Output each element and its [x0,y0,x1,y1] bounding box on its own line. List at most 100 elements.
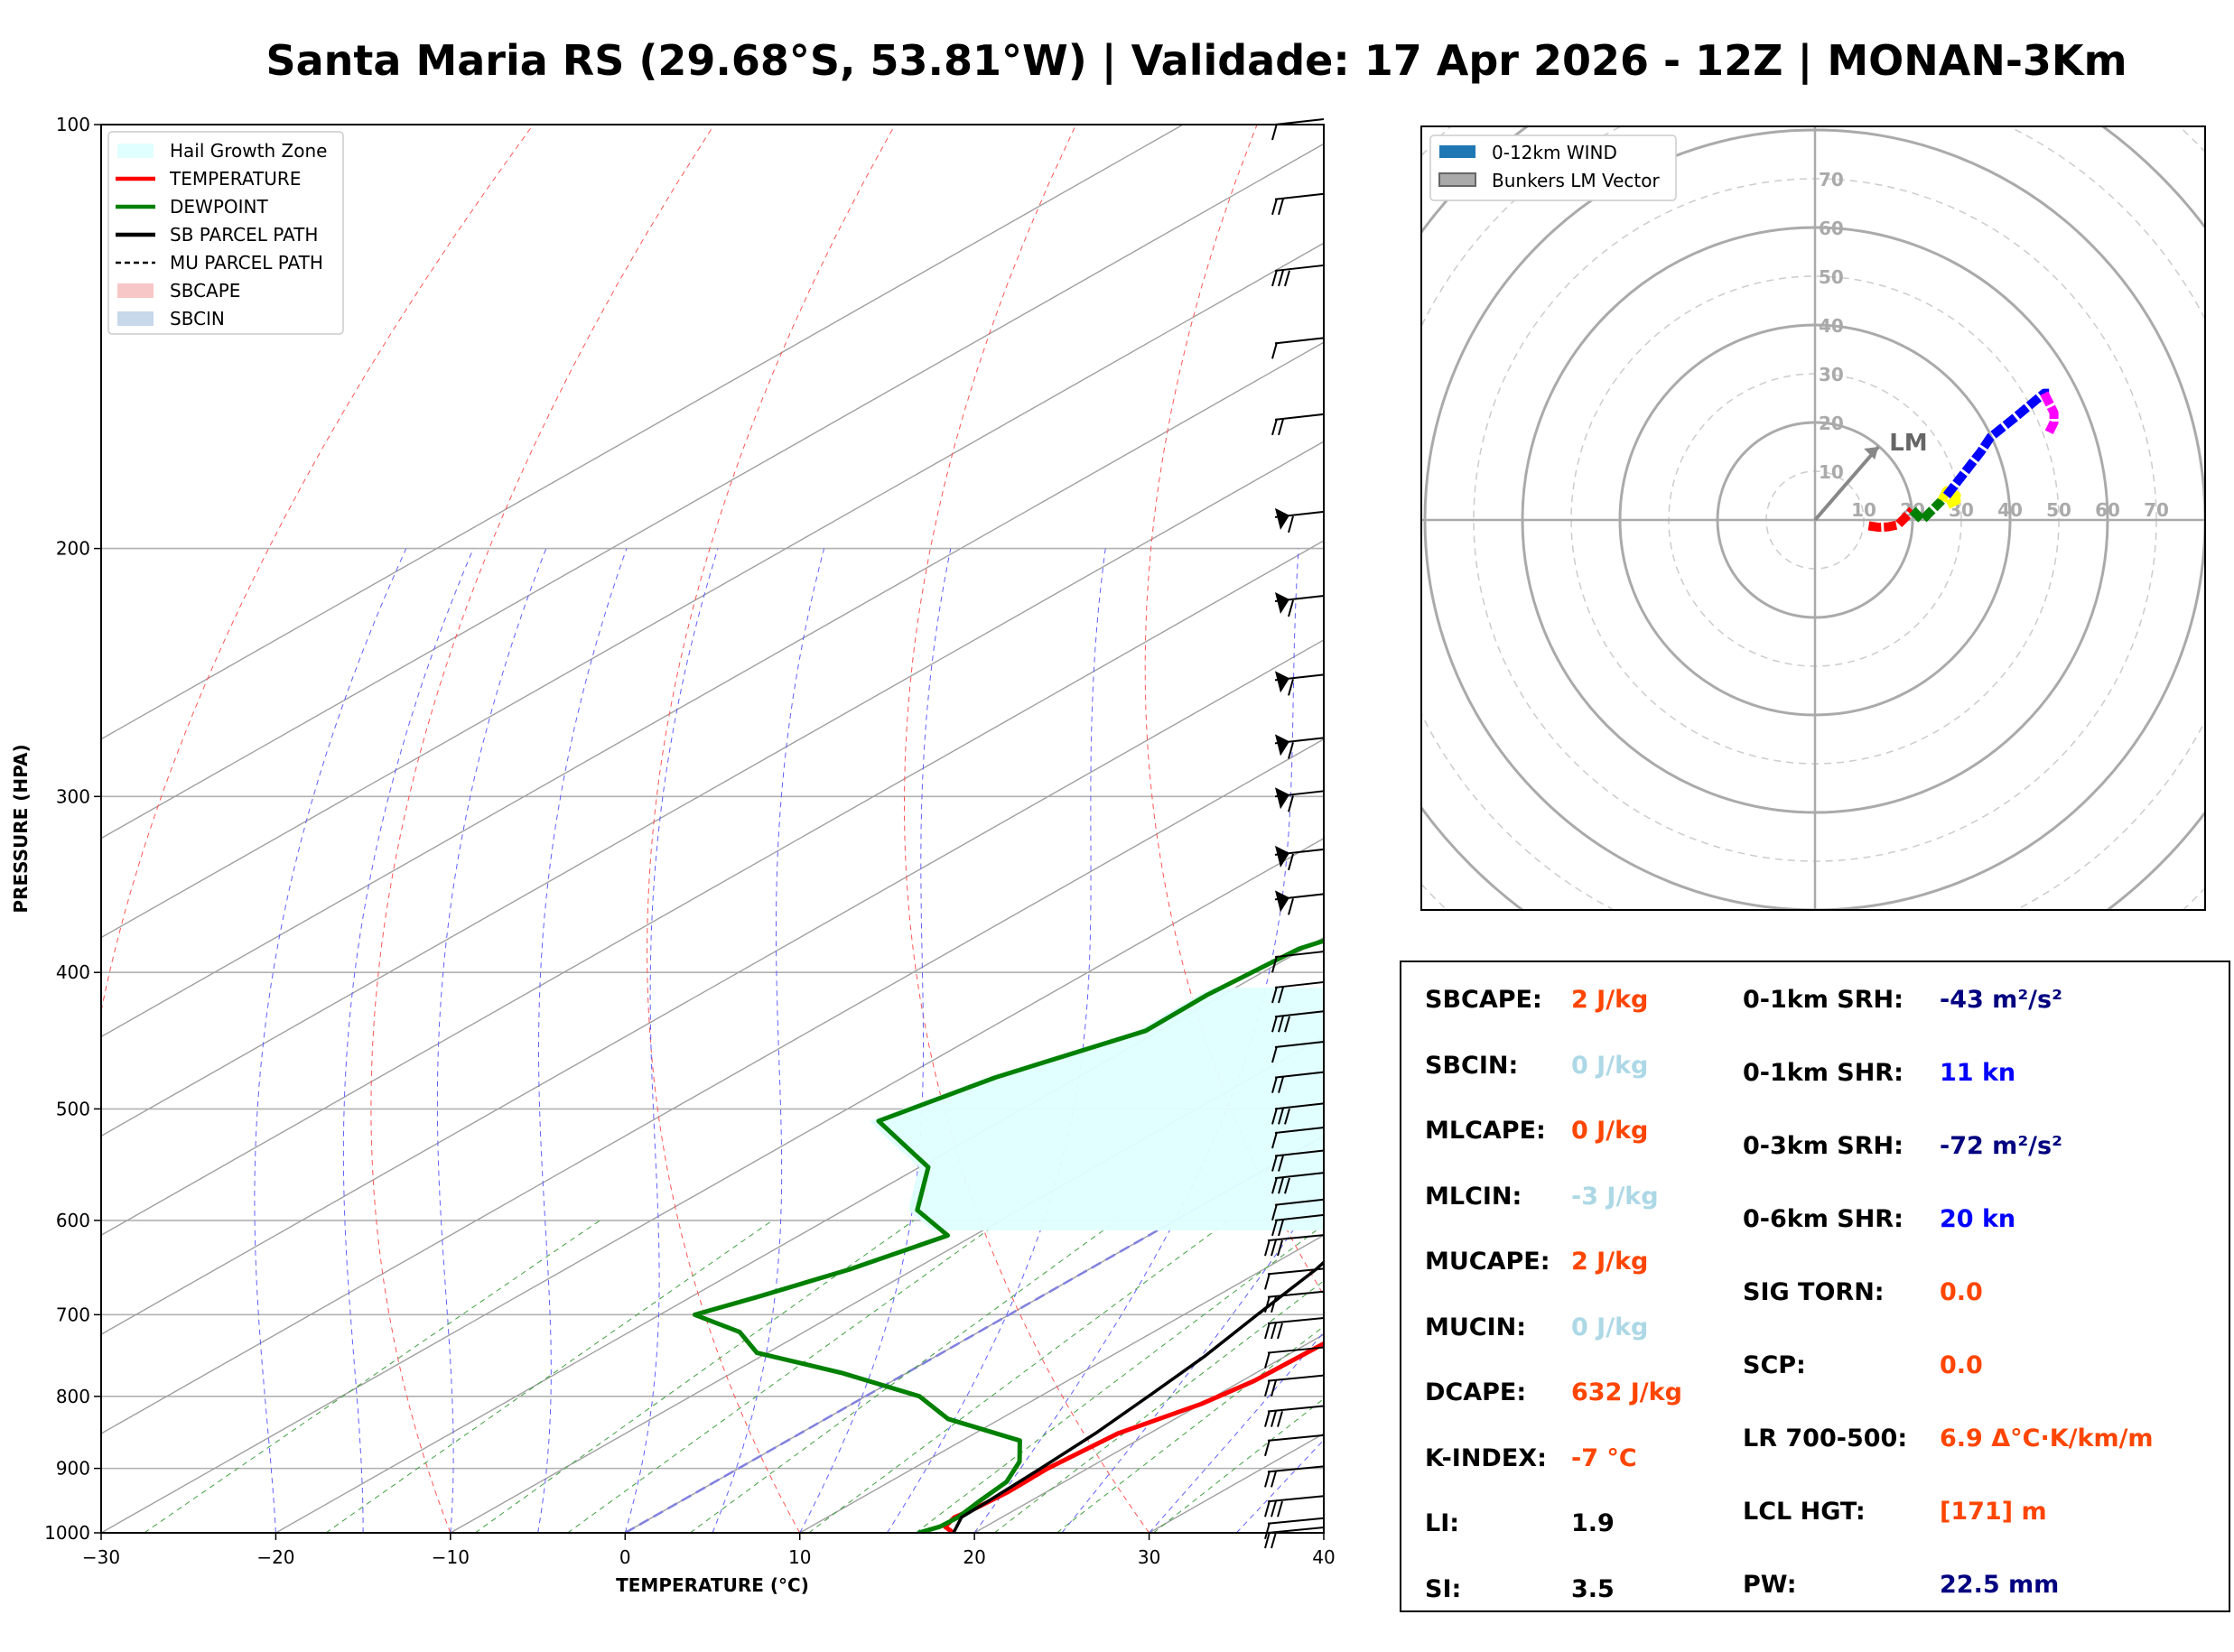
hodo-legend-box [1429,135,1677,201]
wind-barb-feather [1288,599,1294,617]
param-label: DCAPE: [1425,1378,1527,1406]
wind-barb-feather [1278,1076,1284,1093]
param-value: 0 J/kg [1571,1117,1649,1145]
x-tick-label: 0 [619,1546,631,1568]
mixing-ratio-line [325,1220,773,1533]
wind-barb-feather [1288,742,1294,759]
wind-barb-feather [1264,1273,1271,1290]
wind-barb-feather [1264,1499,1271,1517]
wind-barb-feather [1271,1131,1278,1149]
wind-barb-feather [1271,123,1278,141]
hodo-ring-label-x: 70 [2144,499,2169,521]
wind-barb-feather [1278,987,1284,1004]
wind-barb-feather [1284,270,1290,287]
y-tick-label: 800 [56,1386,90,1407]
legend-label: SB PARCEL PATH [170,224,318,246]
wind-barb-shaft [1274,951,1325,959]
wind-barb-feather [1278,1220,1284,1237]
isotherm-line [799,1234,1324,1533]
param-value: 20 kn [1940,1205,2016,1233]
wind-barb-pennant [1275,845,1289,868]
x-tick-label: 40 [1312,1546,1335,1568]
wind-barb-feather [1271,1410,1277,1427]
wind-barb-shaft [1274,1126,1325,1134]
wind-barb-feather [1271,1108,1278,1125]
wind-barb-shaft [1274,337,1325,345]
zero-isotherm [624,1134,1324,1533]
isotherm-line [101,143,1324,840]
wind-barb-feather [1271,1471,1277,1488]
wind-barb-feather [1284,1108,1290,1125]
wind-barb-shaft [1274,1102,1325,1110]
bunkers-lm-arrow [1813,445,1880,522]
y-tick-label: 900 [56,1458,90,1480]
wind-barb-shaft [1274,413,1325,421]
param-label: LCL HGT: [1743,1498,1866,1526]
hodo-ring-label-y: 20 [1819,413,1844,434]
isotherm-line [101,738,1324,1434]
legend-label: Hail Growth Zone [170,140,327,162]
param-value: -72 m²/s² [1940,1132,2062,1160]
wind-barb-shaft [1274,1071,1325,1079]
wind-barb-shaft [1267,1290,1325,1298]
wind-barb-feather [1271,198,1278,216]
y-tick-label: 100 [56,114,90,135]
wind-barb-feather [1271,1323,1277,1340]
mixing-ratio-line [915,1224,1324,1533]
hodo-ring-label-y: 60 [1819,218,1844,239]
moist-adiabat [1235,1439,1324,1533]
wind-barb-shaft [1274,1172,1325,1180]
legend-swatch [1438,172,1476,187]
param-label: MLCIN: [1425,1182,1522,1211]
wind-barb-shaft [1267,1234,1325,1242]
param-label: 0-6km SHR: [1743,1205,1904,1233]
hodo-legend: 0-12km WIND Bunkers LM Vector [1429,135,1677,201]
x-tick-label: −10 [432,1546,470,1568]
bunkers-lm-arrowhead [1864,447,1879,459]
hodo-ring-label-y: 70 [1819,169,1844,190]
wind-barb-feather [1264,1531,1271,1549]
dry-adiabat [101,125,534,1533]
y-tick-label: 700 [56,1304,90,1325]
legend-label: SBCAPE [170,280,240,302]
param-label: 0-3km SRH: [1743,1132,1904,1160]
mixing-ratio-line [567,1220,1002,1533]
wind-barb-feather [1278,1016,1284,1033]
param-value: -7 °C [1571,1443,1637,1472]
wind-barb-shaft [1274,1213,1325,1221]
mixing-ratio-line [144,1220,600,1533]
param-label: 0-1km SHR: [1743,1059,1904,1087]
hodo-ring-label-x: 60 [2095,499,2120,521]
hodo-ring-label-y: 40 [1819,315,1844,337]
param-label: MLCAPE: [1425,1117,1546,1145]
wind-barb-shaft [1267,1434,1325,1442]
wind-barb-pennant [1275,671,1289,693]
wind-barb-feather [1288,898,1294,915]
wind-barb-feather [1277,1411,1283,1427]
wind-barb-shaft [1274,264,1325,272]
wind-barb-feather [1271,1379,1277,1397]
hodo-ring-label-y: 50 [1819,266,1844,288]
moist-adiabat [712,548,825,1533]
isotherm-line [101,639,1324,1335]
skewt-plot-area [101,125,1324,1533]
x-tick-label: 30 [1138,1546,1160,1568]
wind-barb-feather [1264,1239,1271,1257]
wind-barb-pennant [1275,734,1289,756]
hodo-frame [1420,125,2206,911]
wind-barb-feather [1271,1500,1277,1517]
hodo-ring [1230,0,2234,948]
wind-barb-feather [1264,1295,1271,1313]
param-label: MUCAPE: [1425,1248,1550,1276]
legend-swatch [117,144,154,158]
hodo-ring-label-x: 50 [2046,499,2071,521]
param-value: 2 J/kg [1571,986,1649,1014]
wind-barb-feather [1271,1295,1277,1313]
param-label: SCP: [1743,1351,1806,1379]
wind-barb-feather [1271,1015,1278,1033]
wind-barb-feather [1271,1076,1278,1093]
wind-barb-feather [1288,795,1294,812]
param-label: LI: [1425,1509,1460,1537]
